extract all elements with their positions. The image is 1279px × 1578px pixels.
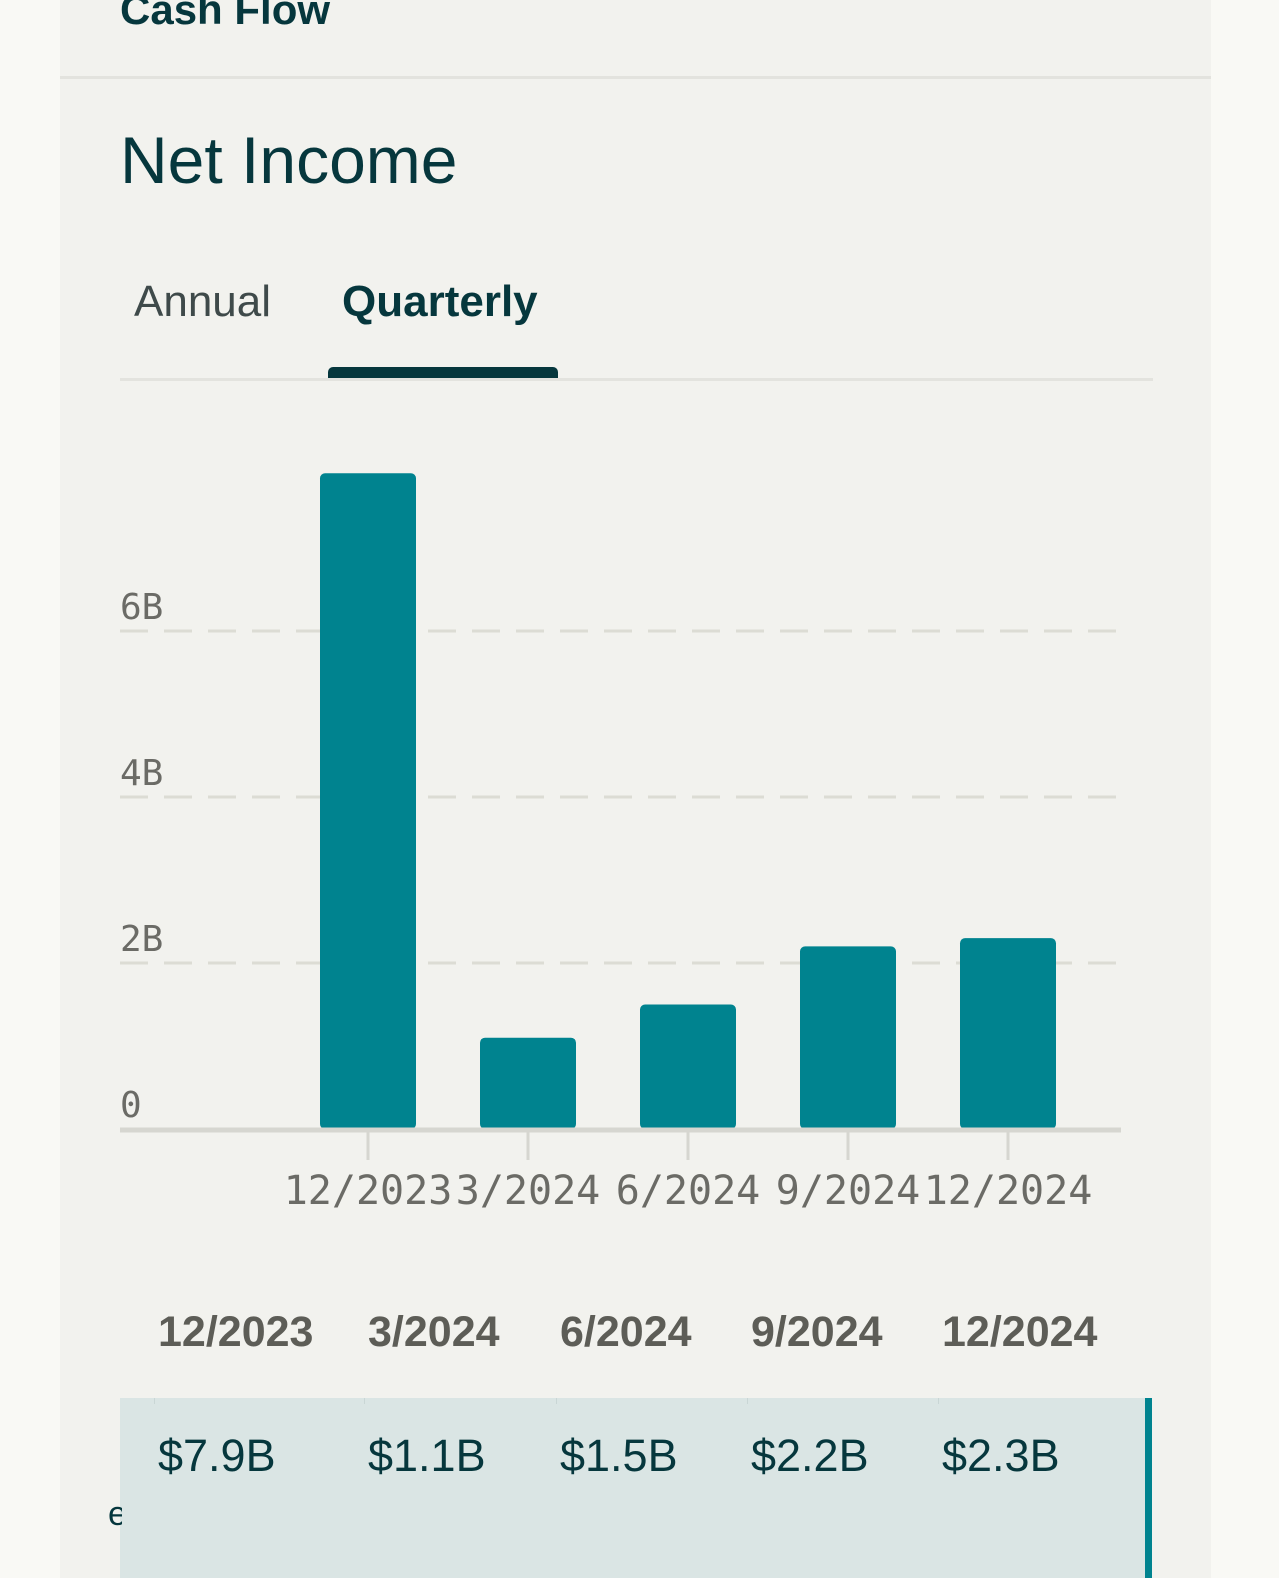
table-cell: $2.3B xyxy=(942,1430,1060,1482)
x-tick-label: 6/2024 xyxy=(616,1168,761,1214)
y-tick-label: 0 xyxy=(120,1085,142,1126)
bar xyxy=(320,473,416,1129)
row-highlight-accent xyxy=(1145,1398,1152,1578)
x-tick-label: 3/2024 xyxy=(456,1168,601,1214)
table-header-cell: 12/2023 xyxy=(158,1308,313,1357)
table-header-cell: 6/2024 xyxy=(560,1308,692,1357)
bar xyxy=(640,1005,736,1130)
bar xyxy=(800,946,896,1129)
y-tick-label: 2B xyxy=(120,919,163,960)
table-header-cell: 3/2024 xyxy=(368,1308,500,1357)
table-header-cell: 9/2024 xyxy=(751,1308,883,1357)
table-row: $7.9B $1.1B $1.5B $2.2B $2.3B xyxy=(120,1398,1147,1578)
table-header-cell: 12/2024 xyxy=(942,1308,1097,1357)
column-separator xyxy=(556,1398,557,1404)
column-separator xyxy=(938,1398,939,1404)
net-income-chart: 0 2B 4B 6B 12/2023 3/2024 6/2024 9/2024 12/2024 xyxy=(0,0,1279,1240)
y-tick-label: 6B xyxy=(120,587,163,628)
x-tick-label: 9/2024 xyxy=(776,1168,921,1214)
y-tick-label: 4B xyxy=(120,753,163,794)
column-separator xyxy=(364,1398,365,1404)
bar xyxy=(480,1038,576,1129)
row-label-cut: e xyxy=(108,1495,122,1534)
table-cell: $1.1B xyxy=(368,1430,486,1482)
column-separator xyxy=(747,1398,748,1404)
table-header-row: 12/2023 3/2024 6/2024 9/2024 12/2024 xyxy=(120,1308,1150,1368)
x-tick-label: 12/2023 xyxy=(284,1168,453,1214)
table-cell: $2.2B xyxy=(751,1430,869,1482)
bar xyxy=(960,938,1056,1129)
x-tick-label: 12/2024 xyxy=(924,1168,1093,1214)
table-cell: $7.9B xyxy=(158,1430,276,1482)
column-separator xyxy=(154,1398,155,1404)
table-cell: $1.5B xyxy=(560,1430,678,1482)
